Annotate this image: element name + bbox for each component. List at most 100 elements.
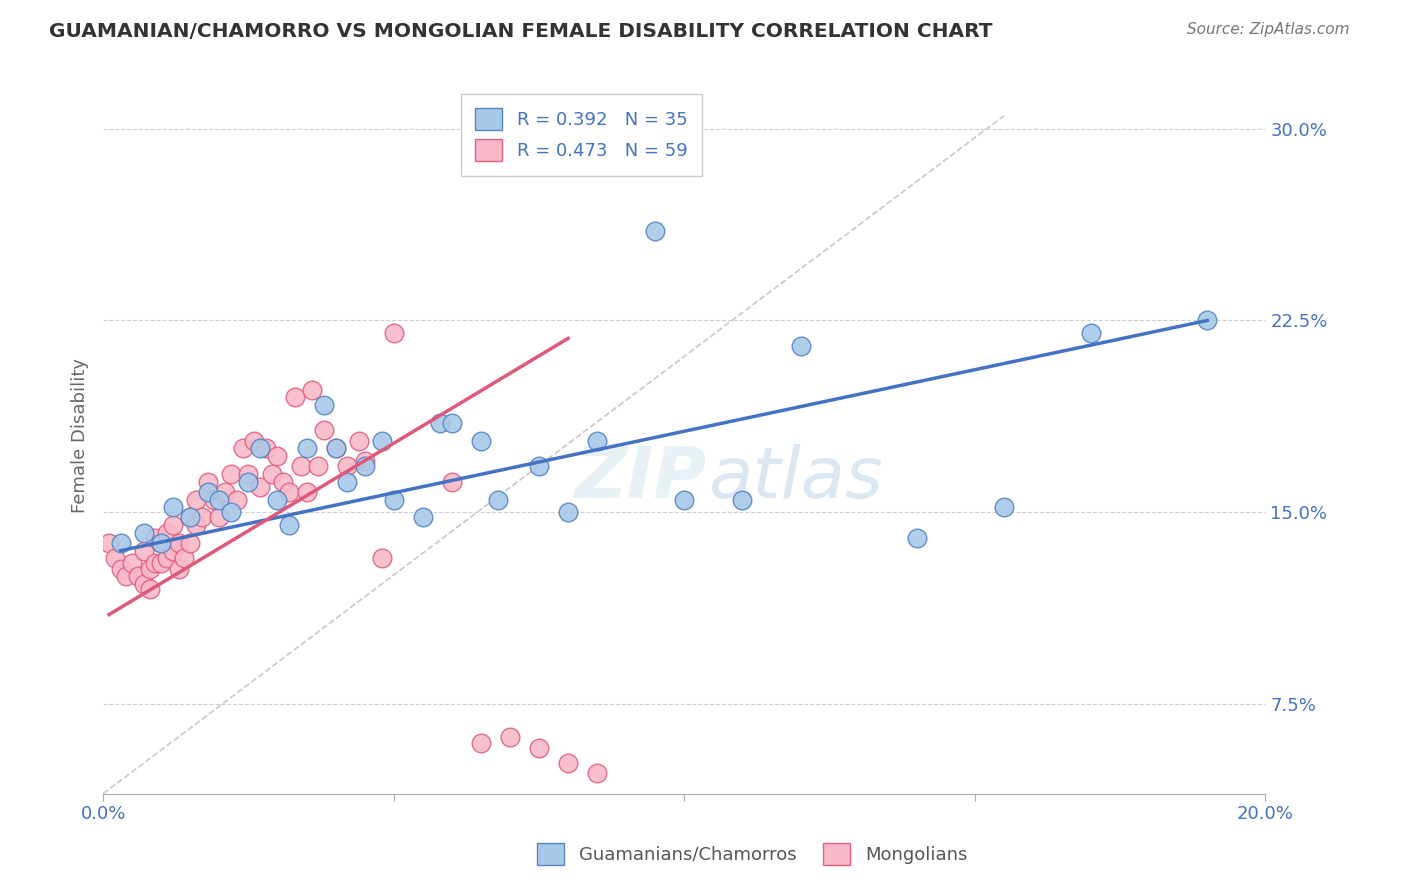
Point bbox=[905, 531, 928, 545]
Point bbox=[145, 557, 167, 571]
Point bbox=[271, 475, 294, 489]
Point bbox=[301, 383, 323, 397]
Point bbox=[191, 510, 214, 524]
Point bbox=[97, 536, 120, 550]
Point bbox=[156, 525, 179, 540]
Point bbox=[284, 390, 307, 404]
Point bbox=[353, 459, 375, 474]
Point bbox=[312, 424, 335, 438]
Point bbox=[254, 442, 277, 456]
Point bbox=[249, 480, 271, 494]
Point bbox=[412, 510, 434, 524]
Point bbox=[295, 484, 318, 499]
Point bbox=[527, 459, 550, 474]
Point bbox=[132, 577, 155, 591]
Point bbox=[110, 561, 132, 575]
Point bbox=[278, 518, 301, 533]
Point bbox=[557, 505, 579, 519]
Point bbox=[219, 505, 242, 519]
Legend: Guamanians/Chamorros, Mongolians: Guamanians/Chamorros, Mongolians bbox=[530, 836, 974, 872]
Point bbox=[371, 551, 394, 566]
Point bbox=[138, 582, 160, 596]
Point bbox=[162, 543, 184, 558]
Point bbox=[266, 492, 288, 507]
Point bbox=[993, 500, 1015, 515]
Point bbox=[238, 467, 260, 481]
Point bbox=[557, 756, 579, 770]
Point bbox=[110, 536, 132, 550]
Point bbox=[167, 561, 190, 575]
Point bbox=[499, 731, 522, 745]
Point bbox=[382, 492, 405, 507]
Point bbox=[644, 224, 666, 238]
Point bbox=[290, 459, 312, 474]
Point bbox=[307, 459, 329, 474]
Point bbox=[150, 536, 173, 550]
Point bbox=[440, 416, 463, 430]
Point bbox=[586, 434, 609, 448]
Point bbox=[325, 442, 347, 456]
Point bbox=[312, 398, 335, 412]
Text: atlas: atlas bbox=[707, 444, 882, 513]
Point bbox=[336, 459, 359, 474]
Text: Source: ZipAtlas.com: Source: ZipAtlas.com bbox=[1187, 22, 1350, 37]
Point bbox=[214, 484, 236, 499]
Point bbox=[440, 475, 463, 489]
Point bbox=[731, 492, 754, 507]
Point bbox=[586, 766, 609, 780]
Point bbox=[1197, 313, 1219, 327]
Point bbox=[179, 510, 201, 524]
Point bbox=[371, 434, 394, 448]
Point bbox=[353, 454, 375, 468]
Point bbox=[179, 536, 201, 550]
Point bbox=[238, 475, 260, 489]
Point bbox=[162, 500, 184, 515]
Point bbox=[197, 484, 219, 499]
Point bbox=[266, 449, 288, 463]
Point bbox=[156, 551, 179, 566]
Point bbox=[197, 475, 219, 489]
Point bbox=[145, 531, 167, 545]
Point bbox=[295, 442, 318, 456]
Point bbox=[278, 484, 301, 499]
Point bbox=[150, 557, 173, 571]
Point bbox=[150, 536, 173, 550]
Point bbox=[243, 434, 266, 448]
Point bbox=[132, 543, 155, 558]
Point bbox=[382, 326, 405, 341]
Point bbox=[347, 434, 370, 448]
Point bbox=[202, 492, 225, 507]
Point bbox=[527, 740, 550, 755]
Point bbox=[115, 569, 138, 583]
Point bbox=[232, 442, 254, 456]
Legend: R = 0.392   N = 35, R = 0.473   N = 59: R = 0.392 N = 35, R = 0.473 N = 59 bbox=[461, 94, 702, 176]
Point bbox=[470, 434, 492, 448]
Text: ZIP: ZIP bbox=[575, 444, 707, 513]
Point bbox=[208, 492, 231, 507]
Point bbox=[325, 442, 347, 456]
Point bbox=[219, 467, 242, 481]
Point bbox=[104, 551, 127, 566]
Point bbox=[336, 475, 359, 489]
Point bbox=[184, 518, 207, 533]
Point bbox=[486, 492, 509, 507]
Point bbox=[260, 467, 283, 481]
Point bbox=[789, 339, 811, 353]
Text: GUAMANIAN/CHAMORRO VS MONGOLIAN FEMALE DISABILITY CORRELATION CHART: GUAMANIAN/CHAMORRO VS MONGOLIAN FEMALE D… bbox=[49, 22, 993, 41]
Point bbox=[429, 416, 451, 430]
Point bbox=[179, 510, 201, 524]
Point bbox=[225, 492, 247, 507]
Point bbox=[132, 525, 155, 540]
Point bbox=[162, 518, 184, 533]
Y-axis label: Female Disability: Female Disability bbox=[72, 358, 89, 513]
Point bbox=[470, 735, 492, 749]
Point bbox=[121, 557, 143, 571]
Point bbox=[173, 551, 195, 566]
Point bbox=[1080, 326, 1102, 341]
Point bbox=[138, 561, 160, 575]
Point bbox=[673, 492, 696, 507]
Point bbox=[208, 510, 231, 524]
Point bbox=[167, 536, 190, 550]
Point bbox=[127, 569, 149, 583]
Point bbox=[249, 442, 271, 456]
